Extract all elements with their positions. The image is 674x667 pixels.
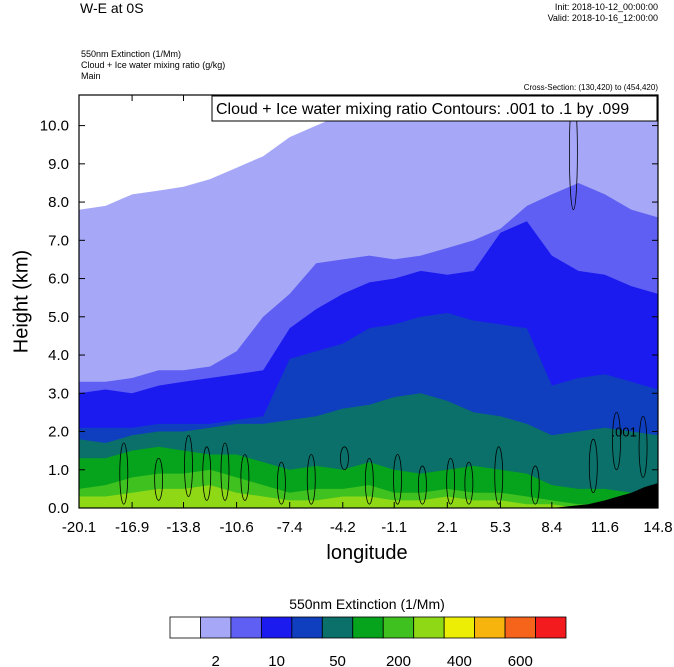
field-label-domain: Main	[81, 71, 101, 81]
cloud-contour-9	[364, 457, 374, 505]
cloud-contour-7	[306, 454, 316, 505]
colorbar-box-6	[352, 616, 384, 639]
x-tick-label-1: -16.9	[115, 519, 149, 536]
y-tick-label-4: 4.0	[48, 347, 69, 364]
field-label-extinction: 550nm Extinction (1/Mm)	[81, 49, 182, 59]
terrain	[551, 483, 658, 508]
colorbar-label-3: 200	[386, 653, 411, 667]
colorbar-box-2	[230, 616, 262, 639]
colorbar-label-0: 2	[212, 653, 220, 667]
cloud-contour-17	[588, 438, 598, 494]
y-tick-label-10: 10.0	[40, 118, 69, 135]
colorbar-label-4: 400	[447, 653, 472, 667]
colorbar-title: 550nm Extinction (1/Mm)	[289, 596, 445, 612]
y-tick-label-9: 9.0	[48, 156, 69, 173]
y-tick-label-8: 8.0	[48, 194, 69, 211]
x-axis-title: longitude	[326, 542, 408, 564]
colorbar-box-12	[535, 616, 567, 639]
colorbar-label-2: 50	[329, 653, 346, 667]
x-tick-label-5: -4.2	[330, 519, 356, 536]
cloud-contour-2	[184, 434, 193, 497]
colorbar-box-4	[291, 616, 323, 639]
valid-time: Valid: 2018-10-16_12:00:00	[547, 13, 658, 23]
colorbar-box-0	[169, 616, 201, 639]
terrain-layer	[551, 483, 658, 508]
cross-section-label: Cross-Section: (130,420) to (454,420)	[523, 83, 658, 92]
cloud-contour-13	[464, 461, 474, 505]
cloud-contour-5	[240, 454, 250, 501]
cloud-contours: .001	[119, 94, 648, 505]
colorbar-box-9	[443, 616, 476, 639]
cloud-contour-8	[340, 446, 349, 471]
plot-frame	[78, 94, 659, 509]
colorbar-label-1: 10	[268, 653, 285, 667]
colorbar-box-7	[382, 616, 415, 639]
contour-title-box: Cloud + Ice water mixing ratio Contours:…	[211, 95, 658, 122]
cloud-contour-11	[418, 465, 427, 505]
cloud-contour-12	[446, 457, 456, 505]
cloud-contour-14	[494, 446, 504, 505]
x-tick-label-10: 11.6	[591, 519, 619, 536]
contour-label: .001	[612, 425, 637, 440]
colorbar-box-1	[200, 616, 232, 639]
colorbar: 2 10 50 200 400 600	[169, 616, 567, 667]
x-tick-label-3: -10.6	[220, 519, 254, 536]
cloud-contour-0	[119, 442, 129, 505]
fill-level-8	[79, 485, 658, 508]
cloud-contour-15	[530, 465, 540, 505]
cloud-contour-19	[638, 415, 648, 478]
cloud-contour-1	[154, 457, 164, 501]
y-tick-label-2: 2.0	[48, 424, 69, 441]
cloud-contour-4	[220, 442, 230, 501]
x-tick-label-2: -13.8	[166, 519, 200, 536]
y-tick-label-1: 1.0	[48, 462, 69, 479]
x-tick-label-9: 8.4	[541, 519, 562, 536]
colorbar-box-3	[260, 616, 293, 639]
x-tick-label-11: 14.8	[643, 519, 672, 536]
page-title: W-E at 0S	[80, 0, 144, 16]
y-tick-label-3: 3.0	[48, 385, 69, 402]
y-axis: 0.0 1.0 2.0 3.0 4.0 5.0 6.0 7.0 8.0 9.0 10.0	[40, 118, 658, 517]
cloud-contour-18	[612, 411, 621, 471]
cloud-contour-6	[277, 461, 286, 505]
cloud-contour-10	[393, 454, 402, 505]
colorbar-box-10	[474, 616, 506, 639]
y-tick-label-0: 0.0	[48, 500, 69, 517]
y-tick-label-6: 6.0	[48, 271, 69, 288]
chart-title: Cloud + Ice water mixing ratio Contours:…	[216, 101, 629, 118]
colorbar-box-11	[504, 616, 536, 639]
y-tick-label-5: 5.0	[48, 309, 69, 326]
x-axis: -20.1 -16.9 -13.8 -10.6 -7.4 -4.2 -1.1 2.1 5.3 8.…	[62, 95, 673, 536]
x-tick-label-6: -1.1	[381, 519, 407, 536]
x-tick-label-0: -20.1	[62, 519, 96, 536]
field-label-cloud: Cloud + Ice water mixing ratio (g/kg)	[81, 60, 226, 70]
y-tick-label-7: 7.0	[48, 232, 69, 249]
x-tick-label-4: -7.4	[277, 519, 303, 536]
x-tick-label-7: 2.1	[437, 519, 458, 536]
colorbar-box-8	[413, 616, 445, 639]
colorbar-label-5: 600	[508, 653, 533, 667]
y-axis-title: Height (km)	[10, 249, 33, 354]
x-tick-label-8: 5.3	[490, 519, 511, 536]
init-time: Init: 2018-10-12_00:00:00	[554, 2, 658, 12]
extinction-fill-layers	[79, 95, 658, 508]
colorbar-box-5	[321, 616, 354, 639]
cloud-contour-3	[202, 446, 212, 501]
